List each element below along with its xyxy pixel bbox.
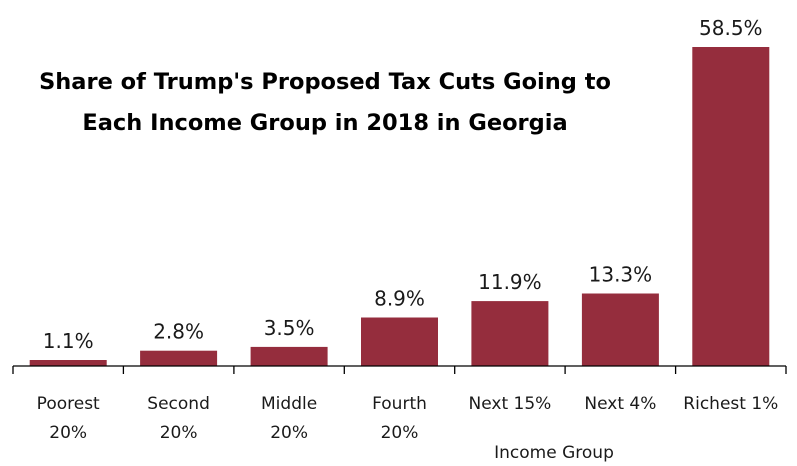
x-tick-label: Richest 1% [683, 394, 778, 414]
data-labels-group: 1.1% 2.8% 3.5% 8.9% 11.9% 13.3% 58.5% [43, 16, 763, 353]
tick-labels-group: Poorest 20% Second 20% Middle 20% Fourth 20% Nex… [37, 394, 779, 443]
data-label: 11.9% [478, 270, 542, 294]
bar [250, 346, 328, 366]
bar [692, 47, 770, 366]
bars-group [29, 47, 770, 366]
x-tick-label: 20% [160, 423, 198, 443]
data-label: 58.5% [699, 16, 763, 40]
bar [361, 317, 438, 366]
x-axis-title: Income Group [494, 443, 614, 463]
x-tick-label: Poorest [37, 394, 100, 414]
data-label: 13.3% [589, 263, 653, 287]
x-tick-label: Next 4% [584, 394, 656, 414]
bar [581, 293, 659, 366]
chart-title: Share of Trump's Proposed Tax Cuts Going… [0, 62, 650, 144]
x-tick-label: Middle [261, 394, 317, 414]
bar [29, 360, 107, 366]
x-tick-label: Fourth [372, 394, 427, 414]
data-label: 1.1% [43, 329, 94, 353]
x-tick-label: 20% [49, 423, 87, 443]
bar [140, 350, 218, 366]
x-tick-label: 20% [270, 423, 308, 443]
data-label: 8.9% [374, 287, 425, 311]
x-tick-label: Second [147, 394, 210, 414]
x-tick-label: Next 15% [469, 394, 552, 414]
chart-title-line-2: Each Income Group in 2018 in Georgia [82, 110, 568, 136]
data-label: 2.8% [153, 320, 204, 344]
chart-title-line-1: Share of Trump's Proposed Tax Cuts Going… [39, 69, 611, 95]
x-tick-label: 20% [381, 423, 419, 443]
data-label: 3.5% [264, 316, 315, 340]
bar [471, 301, 549, 366]
